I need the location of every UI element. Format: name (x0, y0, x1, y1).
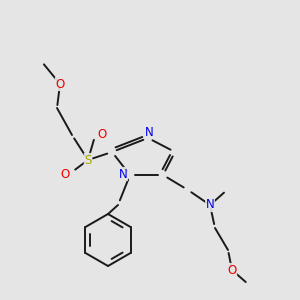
Text: N: N (145, 125, 153, 139)
Text: O: O (227, 263, 237, 277)
Text: N: N (118, 167, 127, 181)
Text: O: O (56, 77, 64, 91)
Text: O: O (98, 128, 106, 140)
Text: O: O (60, 167, 70, 181)
Text: S: S (84, 154, 92, 166)
Text: N: N (206, 199, 214, 212)
